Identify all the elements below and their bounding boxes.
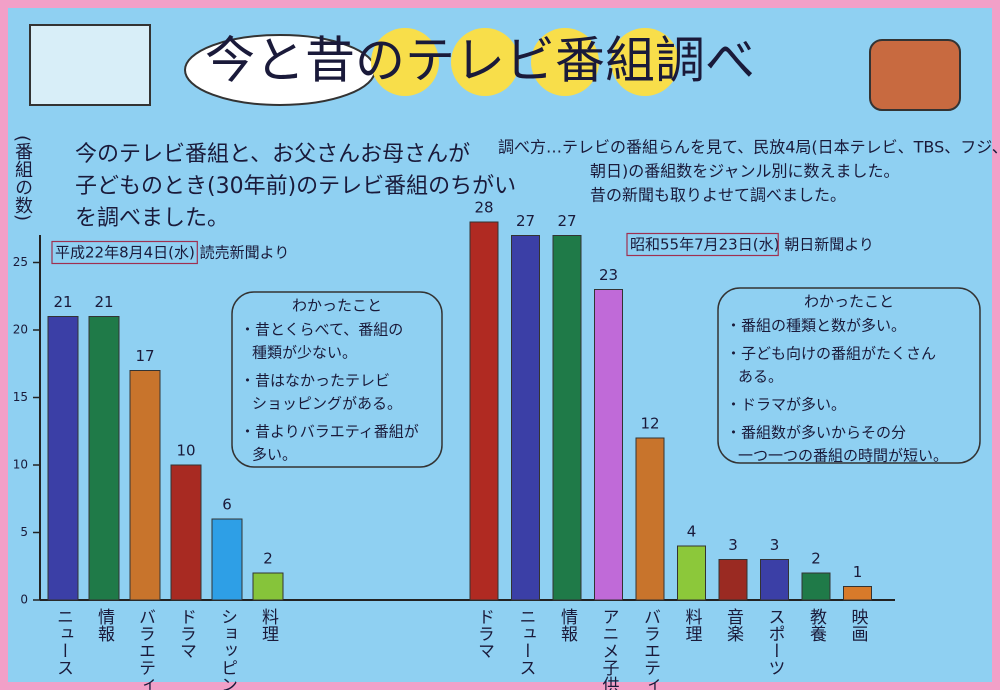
source-label: 昭和55年7月23日(水) 朝日新聞より	[630, 236, 874, 254]
x-tick-label: アニメ子供	[599, 608, 620, 690]
bar	[170, 464, 202, 601]
title-circles	[371, 28, 679, 96]
bar	[129, 370, 161, 601]
method-text: 調べ方…テレビの番組らんを見て、民放4局(日本テレビ、TBS、フジ、	[498, 138, 1000, 157]
bar	[552, 235, 582, 601]
value-label: 10	[176, 442, 195, 460]
y-tick-label: 15	[13, 390, 28, 404]
method-text: 朝日)の番組数をジャンル別に数えました。	[590, 162, 899, 181]
notes-heading: わかったこと	[292, 297, 382, 315]
value-label: 27	[557, 212, 576, 230]
source-box	[51, 240, 198, 265]
bar	[718, 559, 748, 601]
y-tick-label: 25	[13, 255, 28, 269]
value-label: 21	[94, 293, 113, 311]
value-label: 1	[853, 563, 863, 581]
note-text: ・昔はなかったテレビ	[240, 372, 390, 390]
x-tick-label: バラエティ	[640, 608, 660, 690]
value-label: 27	[516, 212, 535, 230]
note-text: ・番組の種類と数が多い。	[726, 317, 906, 335]
bar	[843, 586, 872, 601]
bar	[760, 559, 789, 601]
x-tick-label: 教養	[806, 608, 827, 642]
x-tick-label: ニュース	[516, 608, 536, 676]
intro-text: を調べました。	[75, 206, 229, 231]
x-tick-label: 情報	[557, 608, 578, 643]
value-label: 6	[222, 496, 232, 514]
bar	[88, 316, 120, 601]
value-label: 2	[263, 550, 273, 568]
value-label: 12	[640, 415, 659, 433]
note-text: ・ドラマが多い。	[726, 396, 846, 414]
bar	[252, 572, 284, 601]
notes-heading: わかったこと	[804, 293, 894, 311]
note-text: 多い。	[252, 446, 297, 464]
note-text: ・子ども向けの番組がたくさん	[726, 345, 936, 363]
x-tick-label: 音楽	[723, 608, 744, 642]
note-text: ・昔よりバラエティ番組が	[240, 423, 419, 441]
notes-box	[231, 291, 443, 468]
intro-text: 今のテレビ番組と、お父さんお母さんが	[75, 142, 470, 167]
bar	[635, 437, 665, 601]
x-tick-label: 料理	[682, 608, 703, 642]
y-tick-label: 5	[20, 525, 28, 539]
x-tick-label: ドラマ	[474, 608, 494, 659]
value-label: 17	[135, 347, 154, 365]
method-text: 昔の新聞も取りよせて調べました。	[590, 186, 846, 205]
bar	[211, 518, 243, 601]
bar	[801, 572, 831, 601]
y-tick-label: 0	[20, 593, 28, 607]
bar	[594, 289, 623, 601]
bar	[469, 221, 499, 601]
y-axis-label: (番組の数)	[12, 135, 33, 221]
x-tick-label: ニュース	[53, 608, 73, 676]
note-text: ・昔とくらべて、番組の	[240, 321, 403, 339]
note-text: ・番組数が多いからその分	[726, 424, 906, 442]
value-label: 4	[687, 523, 697, 541]
value-label: 23	[599, 266, 618, 284]
bar	[677, 545, 706, 601]
old-tv-icon	[869, 39, 961, 111]
intro-text: 子どものとき(30年前)のテレビ番組のちがい	[75, 174, 516, 199]
bar	[511, 235, 540, 601]
x-tick-label: バラエティ	[135, 608, 155, 690]
note-text: 一つ一つの番組の時間が短い。	[738, 447, 948, 465]
x-tick-label: ショッピング	[217, 608, 237, 690]
note-text: ある。	[738, 368, 783, 386]
source-label: 平成22年8月4日(水) 読売新聞より	[55, 244, 289, 262]
tv-icon	[29, 24, 151, 106]
value-label: 21	[53, 293, 72, 311]
x-tick-label: ドラマ	[176, 608, 196, 659]
y-tick-label: 10	[13, 458, 28, 472]
x-tick-label: 情報	[94, 608, 115, 643]
value-label: 28	[474, 199, 493, 217]
x-tick-label: スポーツ	[765, 608, 785, 676]
notes-box	[717, 287, 981, 464]
value-label: 3	[770, 536, 780, 554]
x-tick-label: 映画	[848, 608, 868, 642]
value-label: 2	[811, 550, 821, 568]
bar	[47, 316, 79, 601]
value-label: 3	[728, 536, 738, 554]
y-tick-label: 20	[13, 323, 28, 337]
note-text: ショッピングがある。	[252, 395, 402, 413]
note-text: 種類が少ない。	[252, 344, 357, 362]
x-tick-label: 料理	[258, 608, 279, 642]
title: 今と昔のテレビ番組調べ	[205, 32, 755, 90]
source-box	[626, 232, 779, 257]
